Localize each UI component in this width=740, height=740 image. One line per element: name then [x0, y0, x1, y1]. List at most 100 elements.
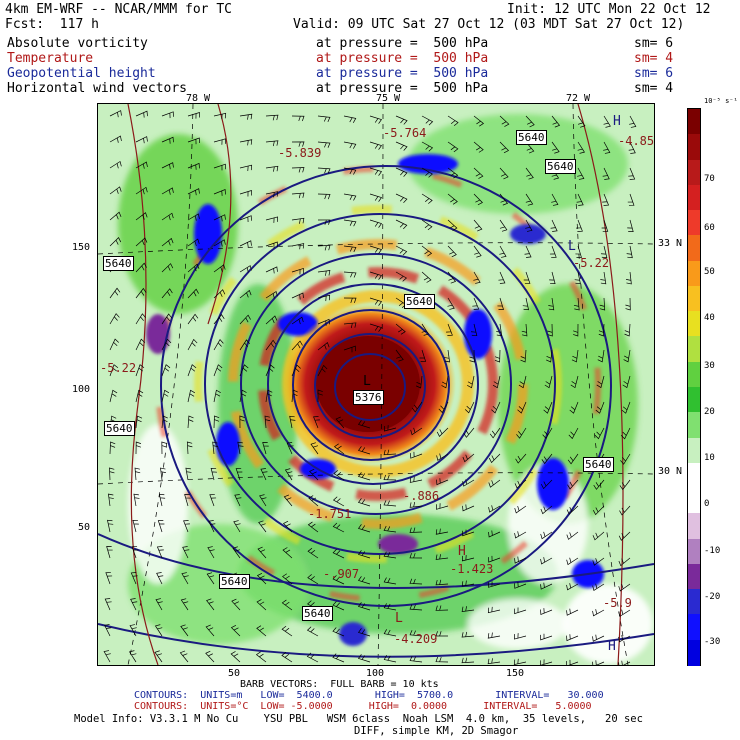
wind-barb — [626, 245, 633, 259]
wind-barb — [592, 583, 605, 592]
wind-barb — [187, 288, 199, 299]
temp-label: -5.9 — [603, 596, 632, 610]
wind-barb — [383, 603, 397, 611]
wind-barb — [435, 656, 449, 663]
wind-barb — [333, 470, 345, 481]
wind-barb — [369, 271, 383, 280]
wind-barb — [282, 520, 293, 533]
wind-barb — [462, 453, 475, 463]
colorbar-swatch — [688, 437, 700, 464]
wind-barb — [489, 427, 501, 439]
wind-barb — [109, 467, 115, 481]
wind-barb — [135, 441, 142, 455]
wind-barb — [332, 522, 345, 533]
temp-label: -5.22 — [573, 256, 610, 270]
temp-label: -.886 — [403, 489, 440, 503]
wind-barb — [317, 115, 331, 123]
wind-barb — [592, 634, 605, 642]
wind-barb — [464, 401, 475, 414]
wind-barb — [154, 650, 163, 663]
wind-barb — [603, 115, 611, 128]
wind-barb — [410, 451, 423, 459]
wind-barb — [161, 263, 174, 273]
wind-barb — [282, 573, 293, 585]
wind-barb — [421, 271, 432, 283]
wind-barb — [317, 342, 330, 351]
wind-barb — [487, 606, 501, 614]
wind-barb — [212, 441, 219, 455]
wind-barb — [260, 468, 268, 481]
wind-barb — [357, 472, 371, 481]
wind-barb — [488, 505, 501, 513]
wind-barb — [187, 188, 200, 196]
temperature-contours — [127, 104, 624, 665]
wind-barb — [369, 323, 383, 332]
wind-barb — [135, 161, 148, 169]
wind-barb — [213, 289, 226, 299]
wind-barb — [109, 338, 119, 351]
wind-barb — [592, 505, 605, 516]
wind-barb — [357, 654, 371, 663]
colorbar-swatch — [688, 614, 700, 641]
wind-barb — [369, 115, 383, 124]
wind-barb — [461, 555, 475, 562]
wind-barb — [570, 375, 579, 389]
wind-barb — [415, 375, 423, 389]
wind-barb — [265, 266, 278, 274]
valid-time: Valid: 09 UTC Sat 27 Oct 12 (03 MDT Sat … — [293, 17, 685, 32]
wind-barb — [343, 297, 357, 304]
wind-barb — [161, 389, 170, 403]
wind-barb — [256, 572, 267, 585]
wind-barb — [264, 415, 271, 429]
wind-barb — [239, 314, 251, 325]
wind-barb — [595, 401, 605, 414]
wind-barb — [540, 505, 553, 515]
wind-barb — [395, 141, 408, 151]
wind-barb — [409, 527, 423, 533]
wind-barb — [185, 467, 192, 481]
wind-barb — [206, 598, 215, 611]
wind-barb — [410, 427, 423, 436]
colorbar-swatch — [688, 260, 700, 287]
wind-barb — [473, 245, 482, 258]
colorbar-swatch — [688, 462, 700, 489]
contour-label-center: 5376 — [353, 390, 384, 405]
wind-barb — [547, 323, 553, 337]
wind-barb — [161, 338, 172, 351]
wind-barb — [213, 214, 226, 222]
model-title: 4km EM-WRF -- NCAR/MMM for TC — [5, 2, 232, 17]
colorbar-swatch — [688, 488, 700, 515]
wind-barb — [357, 498, 371, 507]
wind-barb — [514, 582, 527, 589]
wind-barb — [469, 349, 475, 363]
wind-barb — [317, 294, 331, 302]
wind-barb — [540, 582, 553, 590]
wind-barb — [514, 531, 527, 539]
wind-barb — [514, 633, 527, 640]
wind-barb — [566, 608, 579, 616]
wind-barb — [213, 314, 225, 325]
wind-barb — [187, 112, 200, 119]
wind-barb — [544, 375, 553, 389]
wind-barb — [357, 524, 371, 533]
wind-barb — [540, 557, 553, 565]
wind-barb — [597, 349, 605, 363]
wind-barb — [257, 546, 267, 559]
field-4-level: at pressure = 500 hPa — [316, 81, 489, 96]
high-marker: H — [458, 544, 466, 559]
colorbar-label: -10 — [704, 546, 721, 556]
wind-barb — [435, 631, 449, 637]
low-marker: L — [568, 239, 576, 254]
wind-barb — [282, 547, 293, 559]
wind-barb — [525, 167, 534, 180]
wind-barb — [566, 531, 579, 540]
wind-barb — [343, 322, 357, 329]
wind-barb — [618, 583, 631, 592]
wind-barb — [239, 415, 245, 429]
wind-barb — [161, 237, 174, 247]
grid-x-150: 150 — [506, 668, 525, 679]
wind-barb — [307, 547, 319, 559]
wind-barb — [435, 554, 449, 560]
wind-barb — [213, 389, 221, 403]
wind-barb — [105, 572, 113, 585]
